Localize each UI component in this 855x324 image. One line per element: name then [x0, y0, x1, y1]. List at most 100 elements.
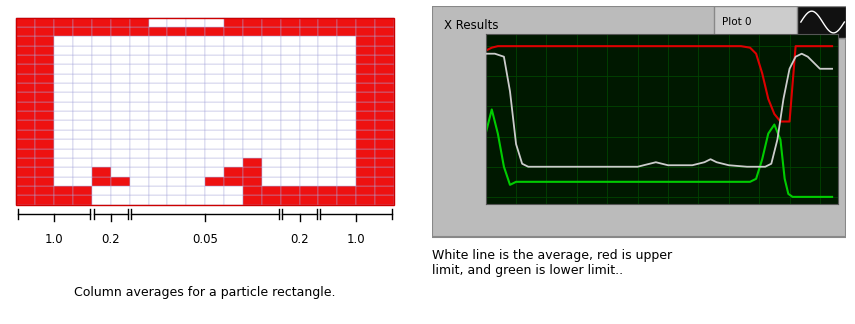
Text: 1.0: 1.0 [347, 233, 366, 246]
Bar [149, 64, 168, 74]
Bar [375, 74, 394, 83]
Bar [35, 186, 54, 195]
Bar [149, 148, 168, 158]
Bar [224, 130, 243, 139]
Bar [299, 55, 318, 64]
Bar [205, 167, 224, 177]
Bar [54, 167, 73, 177]
Bar [375, 177, 394, 186]
Bar [168, 83, 186, 92]
Text: White line is the average, red is upper
limit, and green is lower limit..: White line is the average, red is upper … [432, 249, 672, 277]
Bar [318, 111, 338, 121]
Bar [299, 92, 318, 102]
Bar [168, 148, 186, 158]
Bar [299, 27, 318, 36]
Bar [280, 148, 299, 158]
Bar [54, 83, 73, 92]
Bar [168, 158, 186, 167]
Bar [130, 64, 149, 74]
Bar [243, 186, 262, 195]
Bar [35, 64, 54, 74]
Bar [280, 177, 299, 186]
Bar [186, 64, 205, 74]
Bar [149, 74, 168, 83]
Bar [357, 195, 375, 204]
Bar [375, 92, 394, 102]
Bar [243, 17, 262, 27]
Bar [186, 27, 205, 36]
Bar [149, 158, 168, 167]
Bar [16, 186, 35, 195]
Bar [224, 139, 243, 148]
Bar [299, 36, 318, 46]
Bar [92, 64, 111, 74]
Bar [375, 64, 394, 74]
Bar [338, 186, 357, 195]
Bar [280, 92, 299, 102]
Bar [280, 27, 299, 36]
Bar [168, 17, 186, 27]
Text: 0.2: 0.2 [102, 233, 120, 246]
Bar [149, 83, 168, 92]
Bar [318, 177, 338, 186]
Bar [111, 139, 130, 148]
Bar [92, 74, 111, 83]
Bar [186, 17, 205, 27]
Bar [73, 195, 92, 204]
Text: 0.05: 0.05 [192, 233, 218, 246]
Bar [205, 46, 224, 55]
Bar [54, 46, 73, 55]
Bar [338, 102, 357, 111]
Bar [111, 130, 130, 139]
Y-axis label: Amplitude: Amplitude [450, 92, 459, 146]
Bar [205, 177, 224, 186]
Bar [205, 83, 224, 92]
Bar [111, 111, 130, 121]
Bar [92, 55, 111, 64]
Bar [35, 177, 54, 186]
Bar [262, 158, 280, 167]
Bar [186, 158, 205, 167]
Bar [73, 36, 92, 46]
Bar [73, 27, 92, 36]
Bar [318, 139, 338, 148]
Bar [54, 121, 73, 130]
Bar [54, 130, 73, 139]
Bar [186, 102, 205, 111]
Bar [205, 121, 224, 130]
Bar [111, 55, 130, 64]
Bar [299, 74, 318, 83]
Bar [149, 177, 168, 186]
Text: Column averages for a particle rectangle.: Column averages for a particle rectangle… [74, 286, 336, 299]
Bar [280, 158, 299, 167]
Bar [262, 27, 280, 36]
Bar [186, 111, 205, 121]
Text: 0.2: 0.2 [291, 233, 309, 246]
Bar [280, 130, 299, 139]
Bar [243, 27, 262, 36]
Bar [149, 102, 168, 111]
Bar [111, 27, 130, 36]
Bar [73, 186, 92, 195]
Bar [16, 36, 35, 46]
Bar [111, 74, 130, 83]
Bar [54, 158, 73, 167]
Bar [73, 55, 92, 64]
Bar [262, 36, 280, 46]
Bar [16, 74, 35, 83]
Bar [243, 92, 262, 102]
Bar [262, 167, 280, 177]
Bar [54, 111, 73, 121]
Bar [16, 17, 35, 27]
Bar [111, 186, 130, 195]
Bar [92, 102, 111, 111]
Bar [318, 64, 338, 74]
Bar [318, 121, 338, 130]
Bar [186, 92, 205, 102]
Bar [54, 17, 73, 27]
Bar [432, 6, 846, 237]
Bar [205, 139, 224, 148]
Bar [186, 139, 205, 148]
Bar [318, 36, 338, 46]
Bar [205, 111, 224, 121]
